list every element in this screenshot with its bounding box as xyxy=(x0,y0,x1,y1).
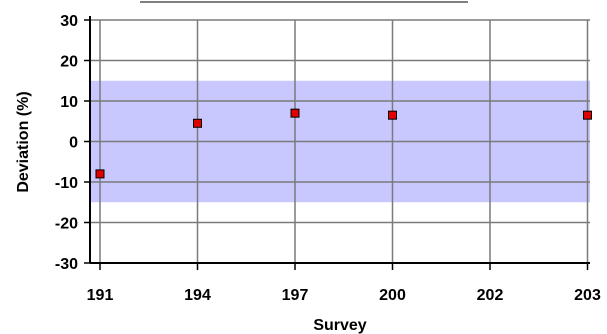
y-axis-label: Deviation (%) xyxy=(15,91,32,192)
x-tick-label: 200 xyxy=(379,287,406,304)
x-tick-label: 197 xyxy=(282,287,309,304)
data-point-marker xyxy=(583,110,592,120)
y-tick-label: -30 xyxy=(55,256,78,273)
plot-area: 30 20 10 0 -10 -20 -30 191 194 197 200 202 203 xyxy=(55,13,601,304)
data-point-marker xyxy=(193,118,202,128)
data-point-marker xyxy=(290,108,300,118)
x-tick-label: 203 xyxy=(574,287,601,304)
x-tick-label: 194 xyxy=(184,287,211,304)
y-tick-label: 20 xyxy=(60,54,78,71)
x-tick-label: 191 xyxy=(87,287,114,304)
y-tick-label: 10 xyxy=(60,94,78,111)
x-tick-label: 202 xyxy=(477,287,504,304)
y-tick-label: 30 xyxy=(60,13,78,30)
data-point-marker xyxy=(95,169,105,179)
y-tick-label: -20 xyxy=(55,216,78,233)
data-point-marker xyxy=(388,110,397,120)
y-tick-label: 0 xyxy=(69,135,78,152)
x-axis-label: Survey xyxy=(313,317,366,334)
y-tick-label: -10 xyxy=(55,175,78,192)
